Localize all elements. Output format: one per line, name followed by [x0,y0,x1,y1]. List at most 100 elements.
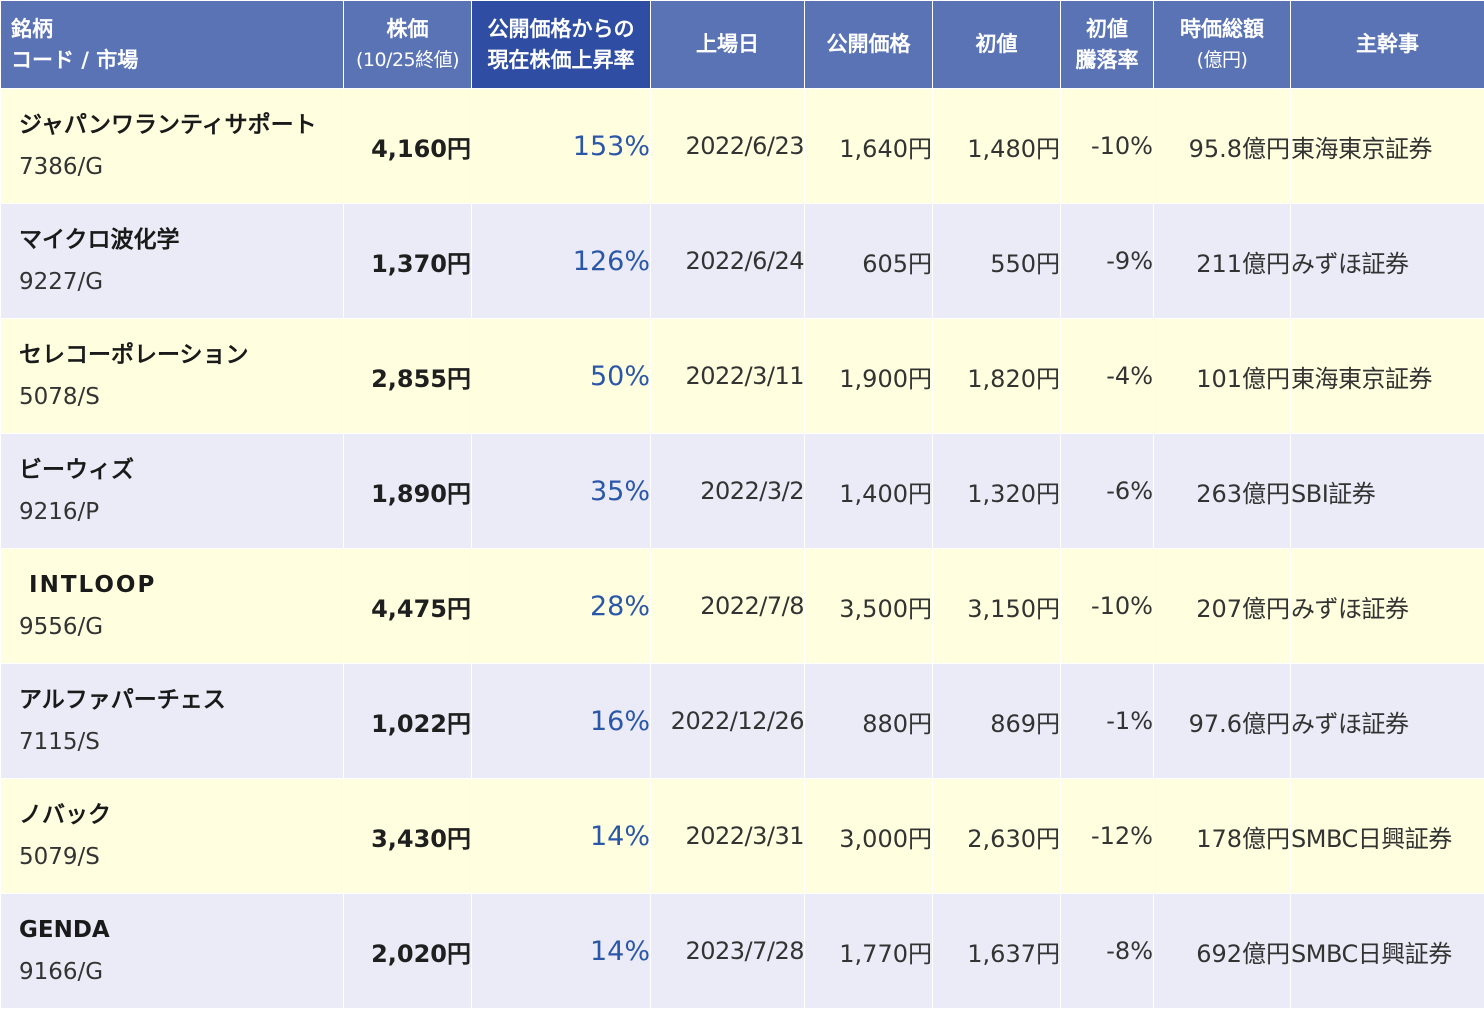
market-cap: 97.6億円 [1154,664,1291,779]
name-code-cell: ジャパンワランティサポート 7386/G [1,89,344,204]
listing-date: 2022/3/11 [651,319,805,434]
listing-date: 2022/3/2 [651,434,805,549]
table-row: ジャパンワランティサポート 7386/G 4,160円 153% 2022/6/… [1,89,1484,204]
header-listing-date: 上場日 [651,1,805,89]
rise-rate: 28% [472,549,651,664]
current-price: 1,022円 [344,664,472,779]
header-price-label: 株価 [344,14,471,45]
listing-date: 2022/6/24 [651,204,805,319]
initial-change: -10% [1061,89,1154,204]
header-rise-line1: 公開価格からの [472,14,650,45]
underwriter: SMBC日興証券 [1291,894,1484,1009]
initial-change: -12% [1061,779,1154,894]
offering-price: 3,500円 [805,549,933,664]
header-initial-price: 初値 [933,1,1061,89]
header-rise-line2: 現在株価上昇率 [472,45,650,76]
header-market-cap: 時価総額 (億円) [1154,1,1291,89]
initial-change: -6% [1061,434,1154,549]
market-cap: 692億円 [1154,894,1291,1009]
initial-price: 3,150円 [933,549,1061,664]
header-initial-change-line1: 初値 [1061,14,1153,45]
offering-price: 3,000円 [805,779,933,894]
company-name: INTLOOP [19,570,343,600]
stock-code: 9166/G [19,957,343,987]
initial-price: 1,820円 [933,319,1061,434]
offering-price: 1,900円 [805,319,933,434]
underwriter: みずほ証券 [1291,664,1484,779]
table-row: INTLOOP 9556/G 4,475円 28% 2022/7/8 3,500… [1,549,1484,664]
table-row: ビーウィズ 9216/P 1,890円 35% 2022/3/2 1,400円 … [1,434,1484,549]
stock-code: 9216/P [19,497,343,527]
offering-price: 605円 [805,204,933,319]
offering-price: 1,400円 [805,434,933,549]
initial-change: -9% [1061,204,1154,319]
header-rise: 公開価格からの 現在株価上昇率 [472,1,651,89]
underwriter: SBI証券 [1291,434,1484,549]
table-body: ジャパンワランティサポート 7386/G 4,160円 153% 2022/6/… [1,89,1484,1009]
name-code-cell: マイクロ波化学 9227/G [1,204,344,319]
header-market-cap-line2: (億円) [1154,45,1290,76]
header-initial-change: 初値 騰落率 [1061,1,1154,89]
current-price: 2,020円 [344,894,472,1009]
initial-price: 1,637円 [933,894,1061,1009]
company-name: GENDA [19,915,343,945]
name-code-cell: INTLOOP 9556/G [1,549,344,664]
initial-price: 1,320円 [933,434,1061,549]
current-price: 3,430円 [344,779,472,894]
market-cap: 101億円 [1154,319,1291,434]
name-code-cell: セレコーポレーション 5078/S [1,319,344,434]
header-row: 銘柄 コード / 市場 株価 (10/25終値) 公開価格からの 現在株価上昇率… [1,1,1484,89]
stock-code: 9227/G [19,267,343,297]
rise-rate: 153% [472,89,651,204]
name-code-cell: アルファパーチェス 7115/S [1,664,344,779]
initial-price: 550円 [933,204,1061,319]
listing-date: 2022/7/8 [651,549,805,664]
name-code-cell: GENDA 9166/G [1,894,344,1009]
initial-change: -1% [1061,664,1154,779]
market-cap: 207億円 [1154,549,1291,664]
header-name-label: 銘柄 [11,14,343,45]
current-price: 1,890円 [344,434,472,549]
header-underwriter: 主幹事 [1291,1,1484,89]
company-name: セレコーポレーション [19,340,343,370]
rise-rate: 16% [472,664,651,779]
initial-price: 869円 [933,664,1061,779]
offering-price: 1,640円 [805,89,933,204]
listing-date: 2022/6/23 [651,89,805,204]
initial-change: -4% [1061,319,1154,434]
initial-price: 2,630円 [933,779,1061,894]
stock-code: 5078/S [19,382,343,412]
rise-rate: 126% [472,204,651,319]
table-row: マイクロ波化学 9227/G 1,370円 126% 2022/6/24 605… [1,204,1484,319]
header-offering-price: 公開価格 [805,1,933,89]
underwriter: 東海東京証券 [1291,319,1484,434]
initial-change: -10% [1061,549,1154,664]
underwriter: 東海東京証券 [1291,89,1484,204]
stock-code: 7386/G [19,152,343,182]
rise-rate: 50% [472,319,651,434]
stock-code: 7115/S [19,727,343,757]
offering-price: 880円 [805,664,933,779]
company-name: ビーウィズ [19,455,343,485]
initial-price: 1,480円 [933,89,1061,204]
current-price: 4,475円 [344,549,472,664]
table-row: アルファパーチェス 7115/S 1,022円 16% 2022/12/26 8… [1,664,1484,779]
header-code-label: コード / 市場 [11,45,343,76]
rise-rate: 14% [472,894,651,1009]
underwriter: みずほ証券 [1291,549,1484,664]
company-name: マイクロ波化学 [19,225,343,255]
stock-code: 9556/G [19,612,343,642]
name-code-cell: ビーウィズ 9216/P [1,434,344,549]
underwriter: SMBC日興証券 [1291,779,1484,894]
table-header: 銘柄 コード / 市場 株価 (10/25終値) 公開価格からの 現在株価上昇率… [1,1,1484,89]
table-row: セレコーポレーション 5078/S 2,855円 50% 2022/3/11 1… [1,319,1484,434]
current-price: 4,160円 [344,89,472,204]
listing-date: 2022/12/26 [651,664,805,779]
company-name: ノバック [19,800,343,830]
table-row: ノバック 5079/S 3,430円 14% 2022/3/31 3,000円 … [1,779,1484,894]
current-price: 1,370円 [344,204,472,319]
market-cap: 95.8億円 [1154,89,1291,204]
rise-rate: 14% [472,779,651,894]
header-price-sub: (10/25終値) [344,45,471,76]
listing-date: 2023/7/28 [651,894,805,1009]
